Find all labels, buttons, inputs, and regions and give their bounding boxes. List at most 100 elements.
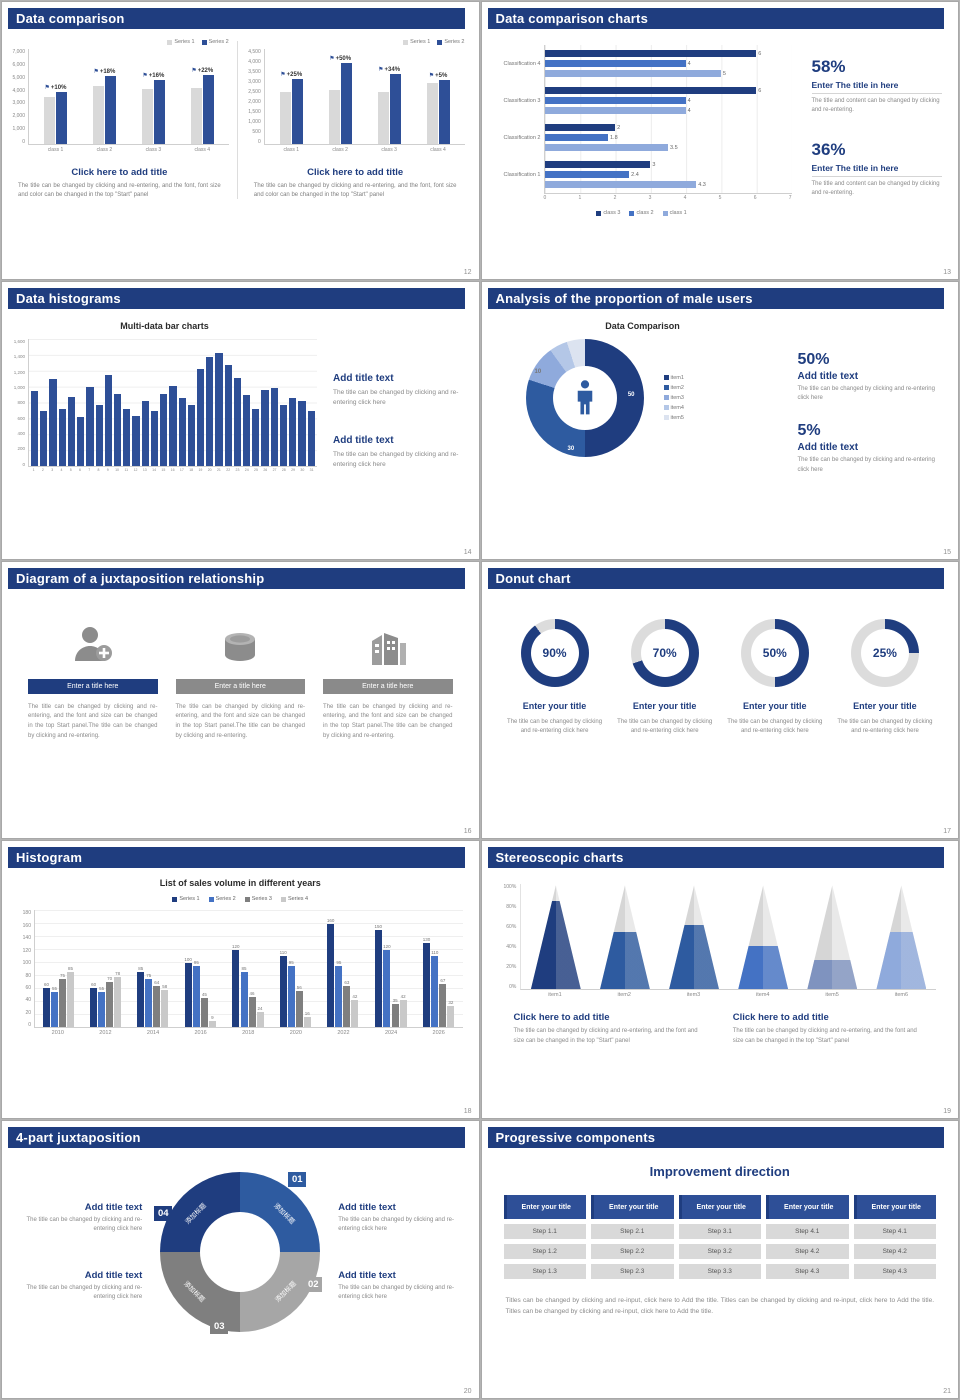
stat-block: 58% Enter The title in here The title an…: [811, 57, 942, 116]
bar-wrap: 32: [447, 1000, 455, 1028]
growth-value: +50%: [335, 56, 352, 62]
chart-plot-row: 4,500 4,000 3,500 3,000 2,500 2,000 1,500 1,000…: [246, 49, 465, 155]
page-number: 21: [943, 1387, 951, 1395]
value-label: 60: [91, 982, 97, 988]
category-label: class 1: [47, 147, 64, 153]
slide-header: Data comparison: [8, 8, 465, 29]
value-label: 78: [115, 971, 121, 977]
legend-label: Series 2: [208, 39, 229, 45]
slide-17[interactable]: Donut chart 90% Enter your title The tit…: [481, 561, 958, 839]
bar: [200, 998, 208, 1028]
tick-label: 21: [216, 467, 221, 472]
bar-pair: [328, 63, 352, 144]
legend-label: class 2: [636, 210, 654, 216]
slide-19[interactable]: Stereoscopic charts 100% 80% 60% 40% 20% 0% it…: [481, 841, 958, 1119]
bar-group: 6 4 5: [544, 45, 792, 82]
tick-label: item2: [617, 992, 631, 999]
bar-wrap: 16: [303, 1011, 311, 1028]
cone-fill: [876, 932, 927, 990]
bar-wrap: 64: [153, 980, 161, 1028]
bar: [439, 984, 447, 1028]
value-label: 75: [146, 973, 152, 979]
column-title-button: Enter your title: [678, 1195, 761, 1220]
bar: [55, 92, 67, 144]
bar-wrap: 95: [287, 960, 295, 1028]
x-axis: 2010 2012 2014 2016 2018 2020 2022 2024 2026: [34, 1028, 463, 1036]
bar: [196, 368, 205, 466]
slide-body: Multi-data bar charts 1,600 1,400 1,200 1,0…: [2, 309, 479, 497]
slide-21[interactable]: Progressive components Improvement direc…: [481, 1121, 958, 1398]
bar: [431, 956, 439, 1028]
caption: Click here to add title The title can be…: [246, 167, 465, 201]
stat-text: The title and content can be changed by …: [811, 98, 940, 114]
chart-title: Multi-data bar charts: [120, 320, 209, 331]
value-label: 55: [52, 986, 58, 992]
donut-chart: 50%: [740, 618, 809, 687]
value-label: 4.3: [698, 181, 706, 188]
legend-swatch: [629, 210, 635, 216]
bar: [544, 97, 686, 104]
value-label: 75: [60, 973, 66, 979]
value-label: 42: [352, 994, 358, 1000]
stat-percent: 58%: [811, 57, 846, 76]
bar-wrap: 35: [391, 998, 399, 1028]
tick-label: 1: [578, 195, 582, 201]
value-label: 9: [211, 1015, 214, 1021]
value-label: 120: [383, 944, 391, 950]
slide-15[interactable]: Analysis of the proportion of male users…: [481, 281, 958, 559]
bar-wrap: 120: [232, 944, 240, 1028]
step-item: Step 4.1: [853, 1224, 936, 1240]
tick-label: item1: [548, 992, 562, 999]
bar-chart: 1,600 1,400 1,200 1,000 800 600 400 200 0 1 2 3 4 5 6 7…: [12, 338, 317, 472]
flag-icon: ⚑: [142, 73, 148, 79]
slide-18[interactable]: Histogram List of sales volume in differ…: [2, 841, 479, 1119]
legend-swatch: [663, 375, 669, 381]
bar-pair: [43, 92, 67, 144]
step-item: Step 3.2: [678, 1244, 761, 1260]
slide-14[interactable]: Data histograms Multi-data bar charts 1,…: [2, 281, 479, 559]
bar: [544, 181, 697, 188]
step-item: Step 4.2: [766, 1244, 849, 1260]
growth-value: +18%: [99, 69, 116, 75]
page-number: 17: [943, 828, 951, 836]
segment-number: 04: [154, 1206, 173, 1222]
cone: [530, 885, 581, 990]
cone-fill: [530, 901, 581, 990]
page-number: 18: [463, 1108, 472, 1116]
plot-area: [28, 338, 317, 467]
legend-label: Series 2: [444, 39, 465, 45]
bar-group: ⚑+25% class 1: [279, 71, 303, 153]
slide-title: Data comparison: [16, 11, 125, 26]
bar: [59, 979, 67, 1028]
slide-16[interactable]: Diagram of a juxtaposition relationship …: [2, 561, 479, 839]
text-block: Add title text The title can be changed …: [333, 435, 467, 471]
bar-wrap: 100: [184, 957, 192, 1028]
stat-title: Enter The title in here: [811, 80, 942, 94]
bar: [374, 930, 382, 1028]
tick-label: 3: [51, 467, 54, 472]
slide-header: Data histograms: [8, 287, 465, 309]
slide-12[interactable]: Data comparison Series 1 Series 2 7,000 6,0…: [2, 2, 479, 279]
segment-label: 添加标题: [182, 1280, 206, 1304]
block-title: Add title text: [84, 1270, 143, 1282]
chart-panel: Multi-data bar charts 1,600 1,400 1,200 1,0…: [12, 321, 317, 497]
value-label: 24: [257, 1006, 263, 1012]
bar: [383, 950, 391, 1028]
legend-item: Series 2: [437, 39, 465, 45]
bar-wrap: 60: [90, 982, 98, 1028]
tick-label: 5: [718, 195, 722, 201]
slide-20[interactable]: 4-part juxtaposition Add title text The …: [2, 1121, 479, 1398]
bar: [58, 408, 66, 466]
flag-icon: ⚑: [428, 73, 435, 79]
tick-label: 1,000: [12, 126, 25, 133]
flag-icon: ⚑: [44, 85, 50, 91]
legend-swatch: [280, 896, 286, 902]
step-columns: Enter your title Step 1.1 Step 1.2 Step …: [503, 1195, 936, 1280]
title-bar: Enter a title here: [175, 678, 305, 694]
bar-wrap: 63: [343, 980, 351, 1028]
step-item: Step 1.1: [503, 1224, 586, 1240]
bar: [160, 393, 168, 466]
tick-label: 27: [272, 467, 277, 472]
bar: [184, 963, 192, 1028]
